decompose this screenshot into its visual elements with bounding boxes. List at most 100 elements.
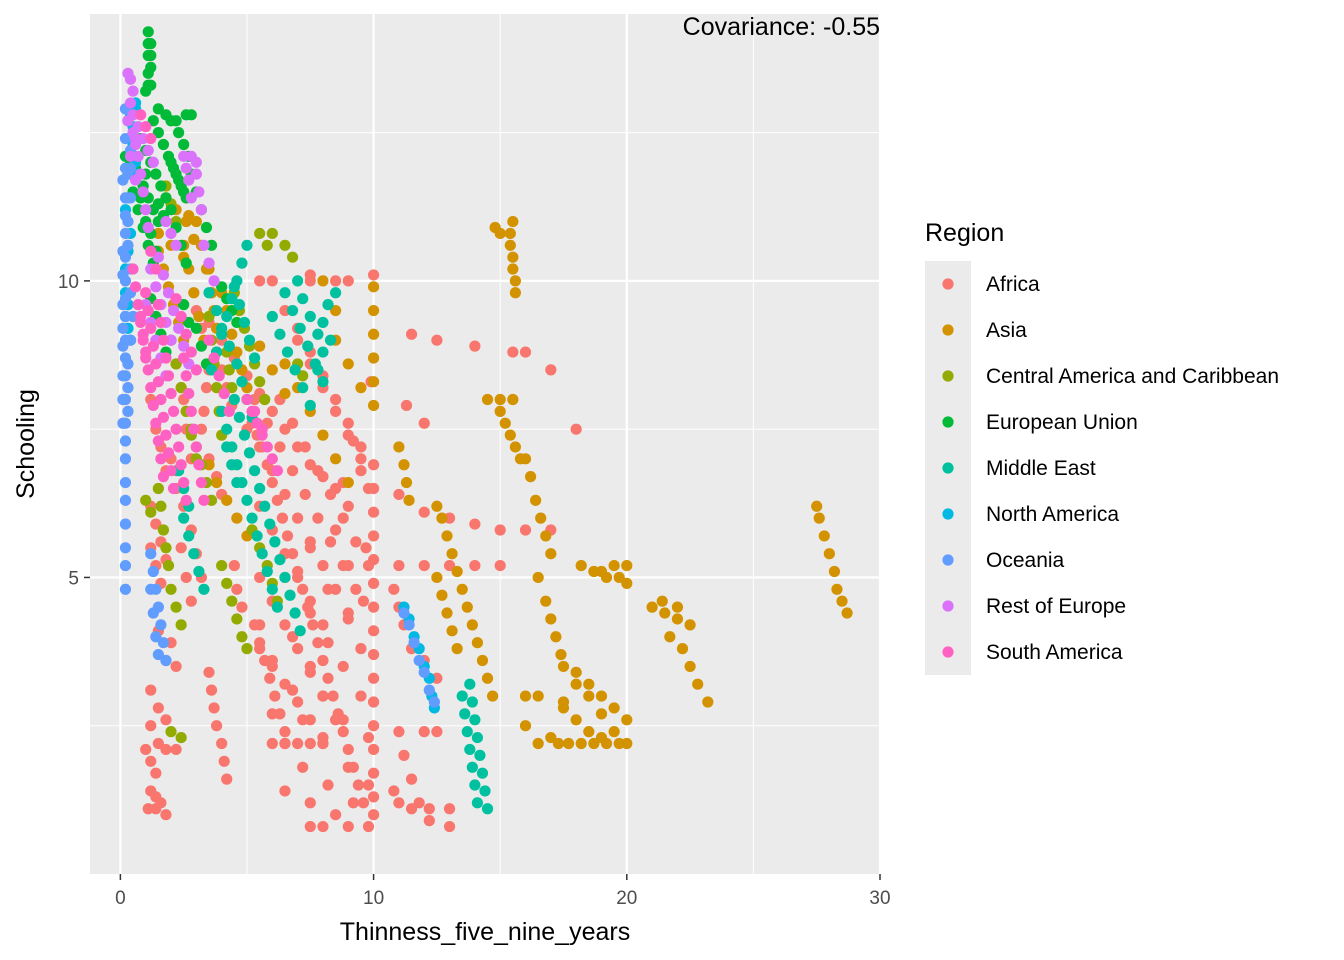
point-africa [413,797,425,809]
point-asia [486,690,499,702]
point-middle-east [274,328,286,340]
point-africa [367,577,380,589]
point-oceania [117,393,129,406]
point-middle-east [248,352,261,364]
point-asia [279,358,291,370]
point-central-america-and-caribbean [165,583,177,595]
point-africa [393,559,405,572]
point-european-union [160,192,172,204]
point-africa [469,518,481,530]
point-asia [188,287,200,299]
point-south-america [157,471,170,483]
point-central-america-and-caribbean [155,500,167,512]
point-africa [279,619,291,631]
point-oceania [122,405,134,417]
point-south-america [135,316,147,329]
point-africa [362,731,375,744]
point-asia [621,559,633,572]
point-oceania [117,245,129,257]
point-africa [337,660,349,673]
point-middle-east [304,399,316,412]
point-middle-east [471,731,484,744]
point-middle-east [243,447,256,459]
point-africa [218,755,230,767]
point-middle-east [246,512,258,524]
point-asia [519,720,532,732]
point-european-union [178,138,190,151]
point-africa [317,820,329,833]
point-middle-east [269,536,281,548]
x-tick-label: 0 [115,888,126,909]
point-central-america-and-caribbean [175,382,187,394]
point-south-america [167,405,180,417]
point-middle-east [284,589,296,601]
point-middle-east [274,554,286,566]
point-africa [347,797,359,809]
point-asia [535,512,547,524]
point-south-america [129,281,142,293]
point-south-america [178,476,190,489]
point-south-america [178,352,190,364]
point-central-america-and-caribbean [175,731,187,744]
point-asia [231,346,243,358]
point-africa [367,767,380,779]
point-european-union [145,38,157,50]
point-africa [342,743,354,756]
point-middle-east [221,423,233,435]
point-africa [367,482,380,495]
point-european-union [178,299,190,311]
point-africa [367,720,380,732]
point-africa [205,684,218,696]
point-south-america [170,423,182,435]
point-asia [583,726,595,738]
point-africa [388,785,400,797]
legend-key-oceania [942,554,954,566]
point-africa [367,625,380,637]
point-africa [140,743,152,756]
point-africa [279,737,291,750]
point-asia [330,304,342,317]
point-asia [431,571,443,584]
point-africa [150,803,162,815]
point-middle-east [251,530,263,542]
point-middle-east [221,310,233,323]
point-oceania [119,559,132,572]
point-africa [443,803,456,815]
point-asia [504,429,516,441]
point-european-union [152,103,164,115]
point-asia [504,239,516,251]
point-africa [388,583,400,595]
point-european-union [173,127,185,139]
point-asia [367,328,380,340]
point-south-america [145,132,157,145]
point-africa [367,601,380,613]
point-oceania [124,192,137,204]
point-africa [393,488,405,501]
point-asia [545,731,557,744]
point-africa [347,761,359,773]
point-asia [466,619,478,631]
point-africa [304,459,316,471]
point-oceania [408,637,420,649]
point-middle-east [281,346,294,358]
point-middle-east [248,465,261,477]
point-africa [317,654,329,667]
point-africa [317,690,329,702]
point-central-america-and-caribbean [236,631,248,643]
point-africa [330,482,342,495]
point-middle-east [279,287,291,299]
point-south-america [140,352,152,364]
point-oceania [155,619,167,631]
point-asia [656,595,668,607]
point-africa [266,275,278,287]
point-south-america [145,245,157,257]
point-rest-of-europe [185,192,197,204]
point-south-america [183,387,195,400]
point-africa [286,417,299,429]
point-central-america-and-caribbean [231,613,243,625]
point-africa [393,726,405,738]
point-africa [519,346,532,358]
point-middle-east [456,690,468,702]
point-asia [575,559,587,572]
point-asia [446,625,458,637]
